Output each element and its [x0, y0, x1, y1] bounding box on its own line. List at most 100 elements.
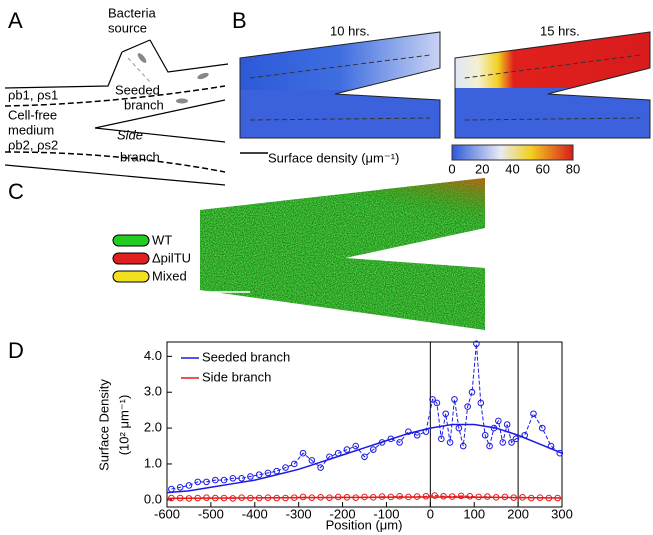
data-point	[422, 428, 430, 435]
x-tick-label: 300	[551, 506, 573, 521]
data-point	[473, 340, 480, 348]
data-point	[308, 457, 316, 464]
data-point	[527, 494, 535, 502]
x-tick-label: 200	[507, 506, 529, 521]
data-point	[194, 478, 202, 486]
data-point	[554, 494, 561, 502]
colorbar-label: Surface density (μm⁻¹)	[268, 150, 399, 165]
data-point	[422, 492, 430, 500]
colorbar-ticks: 0 20 40 60 80	[448, 161, 580, 176]
time-label: 10 hrs.	[330, 23, 370, 38]
label: branch	[124, 97, 164, 112]
data-point	[343, 494, 351, 501]
data-point	[455, 424, 463, 432]
data-point	[290, 460, 298, 468]
data-point	[369, 446, 377, 453]
data-point	[475, 493, 482, 501]
colorbar-tick-label: 20	[475, 161, 489, 176]
panel-label: C	[8, 179, 24, 204]
data-point	[486, 442, 493, 450]
data-point	[495, 417, 502, 425]
data-point	[282, 464, 289, 471]
label: Seeded	[115, 82, 160, 97]
data-point	[334, 449, 342, 457]
streamline	[4, 151, 226, 173]
data-point	[545, 494, 553, 502]
label: Bacteria	[108, 5, 156, 20]
micrograph	[200, 178, 485, 330]
colorbar-tick-label: 60	[536, 161, 550, 176]
panel-label: D	[8, 338, 24, 363]
data-point	[492, 494, 500, 501]
data-point	[343, 446, 351, 453]
data-point	[229, 495, 237, 502]
label: Side	[117, 127, 143, 142]
data-point	[317, 494, 324, 501]
bacterium	[176, 98, 188, 104]
panel-d: D Surface Density (10² μm⁻¹) Position (μ…	[8, 338, 573, 533]
data-point	[361, 493, 368, 501]
fit-line	[166, 496, 563, 500]
data-point	[481, 431, 489, 439]
data-point	[521, 431, 528, 439]
data-point	[396, 492, 403, 500]
data-point	[361, 453, 368, 461]
data-point	[168, 485, 175, 493]
x-tick-label: 100	[463, 506, 485, 521]
data-point	[334, 493, 342, 501]
data-point	[530, 410, 537, 418]
data-point	[176, 483, 184, 491]
x-tick-label: -500	[198, 506, 224, 521]
data-point	[466, 492, 474, 500]
x-tick-label: -100	[373, 506, 399, 521]
bacterium	[137, 53, 147, 63]
data-point	[387, 493, 395, 501]
data-point	[352, 494, 360, 501]
data-point	[405, 493, 412, 501]
colorbar-tick-label: 0	[448, 161, 455, 176]
data-point	[220, 494, 228, 502]
plot-frame	[166, 341, 563, 508]
data-point	[431, 492, 439, 499]
panel-b: B 10 hrs. 15 hrs. Surface density (μm⁻¹)…	[232, 8, 651, 176]
y-axis-label: (10² μm⁻¹)	[116, 395, 131, 456]
channel-10h	[239, 31, 441, 154]
data-point	[255, 494, 263, 502]
data-point	[519, 494, 526, 501]
colorbar-tick-label: 40	[505, 161, 519, 176]
data-point	[211, 476, 219, 484]
panel-a: A Bacteria source ρb1, ρs1 Seeded branch…	[4, 5, 229, 186]
legend-swatch	[112, 234, 150, 247]
legend-label: Mixed	[152, 268, 187, 283]
label: ρb2, ρs2	[8, 137, 58, 152]
y-tick-label: 2.0	[144, 420, 162, 435]
channel-wall	[4, 99, 226, 186]
x-tick-label: -600	[154, 506, 180, 521]
data-point	[326, 453, 333, 461]
data-point	[255, 471, 263, 479]
data-point	[468, 388, 476, 396]
panel-label: A	[8, 8, 23, 33]
data-point	[503, 421, 511, 428]
data-point	[556, 449, 564, 457]
y-tick-label: 1.0	[144, 455, 162, 470]
data-point	[457, 492, 465, 500]
y-tick-label: 3.0	[144, 384, 162, 399]
colorbar	[451, 144, 574, 161]
data-point	[440, 492, 447, 500]
data-point	[448, 493, 456, 500]
data-point	[413, 431, 421, 439]
panel-label: B	[232, 8, 247, 33]
data-point	[438, 435, 445, 443]
streamline	[4, 85, 226, 107]
legend-swatch	[112, 270, 150, 283]
data-point	[211, 494, 219, 502]
legend-label: Seeded branch	[202, 349, 290, 364]
data-point	[512, 435, 520, 443]
channel-wall	[4, 39, 229, 89]
x-tick-label: 0	[427, 506, 434, 521]
legend-label: Side branch	[202, 369, 271, 384]
data-point	[510, 494, 518, 501]
data-point	[247, 473, 254, 480]
x-tick-label: -200	[330, 506, 356, 521]
